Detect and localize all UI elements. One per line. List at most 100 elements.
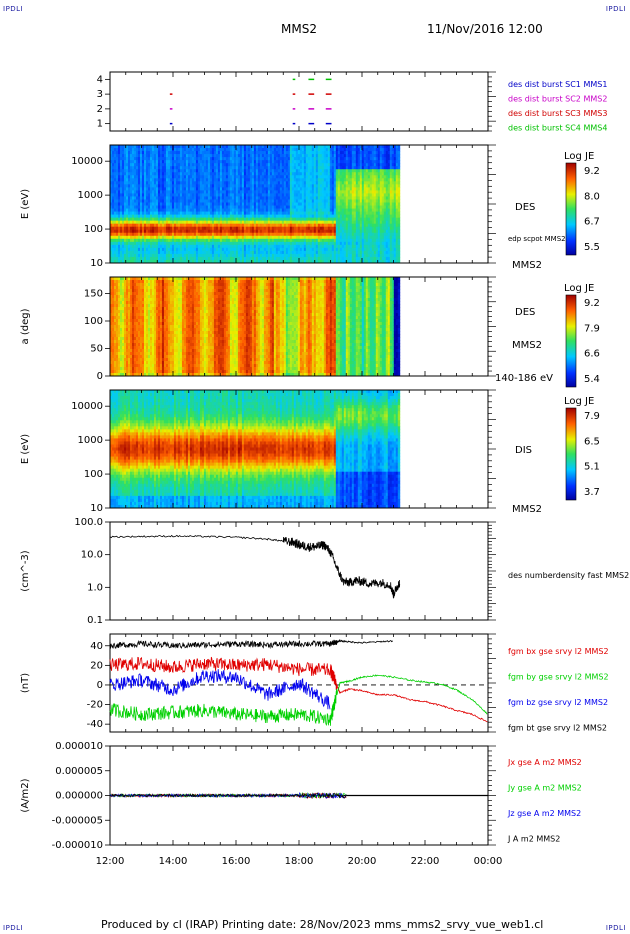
spectrogram-cell [114,154,117,158]
spectrogram-cell [197,178,201,182]
spectrogram-cell [311,190,315,194]
spectrogram-cell [116,202,119,206]
spectrogram-cell [125,172,129,176]
spectrogram-cell [275,205,279,209]
spectrogram-cell [335,148,339,152]
spectrogram-cell [181,202,185,206]
spectrogram-cell [169,247,173,252]
spectrogram-cell [307,205,311,209]
spectrogram-cell [125,226,129,231]
spectrogram-cell [339,154,343,158]
spectrogram-cell [323,229,327,234]
spectrogram-cell [333,154,337,158]
spectrogram-cell [207,244,211,249]
spectrogram-cell [241,199,245,203]
spectrogram-cell [157,232,161,237]
spectrogram-cell [123,226,127,231]
spectrogram-cell [347,223,351,228]
spectrogram-cell [209,211,213,215]
spectrogram-cell [347,253,351,258]
spectrogram-cell [227,214,231,219]
spectrogram-cell [271,181,275,185]
spectrogram-cell [235,208,239,212]
spectrogram-cell [119,253,123,258]
spectrogram-cell [343,178,347,182]
spectrogram-cell [355,151,359,155]
spectrogram-cell [337,151,341,155]
spectrogram-cell [163,217,167,222]
spectrogram-cell [281,157,285,161]
spectrogram-cell [161,169,165,173]
spectrogram-cell [297,220,301,225]
spectrogram-cell [151,238,155,243]
date-title: 11/Nov/2016 12:00 [427,22,543,36]
spectrogram-cell [291,226,295,231]
spectrogram-cell [359,220,363,225]
spectrogram-cell [253,163,257,167]
spectrogram-cell [155,190,159,194]
spectrogram-cell [275,232,279,237]
spectrogram-cell [327,217,331,222]
spectrogram-cell [197,235,201,240]
spectrogram-cell [163,172,167,176]
spectrogram-cell [235,151,239,155]
spectrogram-cell [249,157,253,161]
spectrogram-cell [255,169,259,173]
spectrogram-cell [253,220,257,225]
spectrogram-cell [127,151,131,155]
spectrogram-cell [353,229,357,234]
spectrogram-cell [199,253,203,258]
spectrogram-cell [235,235,239,240]
spectrogram-cell [171,184,175,188]
spectrogram-cell [343,157,347,161]
spectrogram-cell [305,199,309,203]
spectrogram-cell [259,175,263,179]
spectrogram-cell [251,223,255,228]
spectrogram-cell [185,250,189,255]
spectrogram-cell [171,238,175,243]
spectrogram-cell [337,187,341,191]
spectrogram-cell [129,154,133,158]
spectrogram-cell [331,226,335,231]
spectrogram-cell [112,217,115,222]
spectrogram-cell [267,241,271,246]
spectrogram-cell [349,196,353,200]
spectrogram-cell [173,259,177,264]
spectrogram-cell [285,232,289,237]
spectrogram-cell [349,229,353,234]
spectrogram-cell [245,208,249,212]
spectrogram-cell [203,250,207,255]
spectrogram-cell [227,190,231,194]
spectrogram-cell [139,226,143,231]
spectrogram-cell [155,250,159,255]
spectrogram-cell [297,217,301,222]
spectrogram-cell [285,229,289,234]
spectrogram-cell [339,157,343,161]
spectrogram-cell [249,232,253,237]
spectrogram-cell [281,199,285,203]
spectrogram-cell [187,244,191,249]
spectrogram-cell [333,259,337,264]
spectrogram-cell [253,172,257,176]
spectrogram-cell [339,229,343,234]
spectrogram-cell [241,184,245,188]
spectrogram-cell [227,223,231,228]
spectrogram-cell [193,223,197,228]
spectrogram-cell [325,190,329,194]
spectrogram-cell [267,187,271,191]
spectrogram-cell [215,250,219,255]
spectrogram-cell [325,163,329,167]
spectrogram-cell [165,202,169,206]
spectrogram-cell [305,151,309,155]
spectrogram-cell [317,184,321,188]
spectrogram-cell [119,199,123,203]
spectrogram-cell [155,160,159,164]
spectrogram-cell [345,253,349,258]
spectrogram-cell [139,247,143,252]
spectrogram-cell [217,175,221,179]
spectrogram-cell [199,241,203,246]
spectrogram-cell [315,181,319,185]
spectrogram-cell [135,217,139,222]
spectrogram-cell [151,196,155,200]
spectrogram-cell [183,208,187,212]
